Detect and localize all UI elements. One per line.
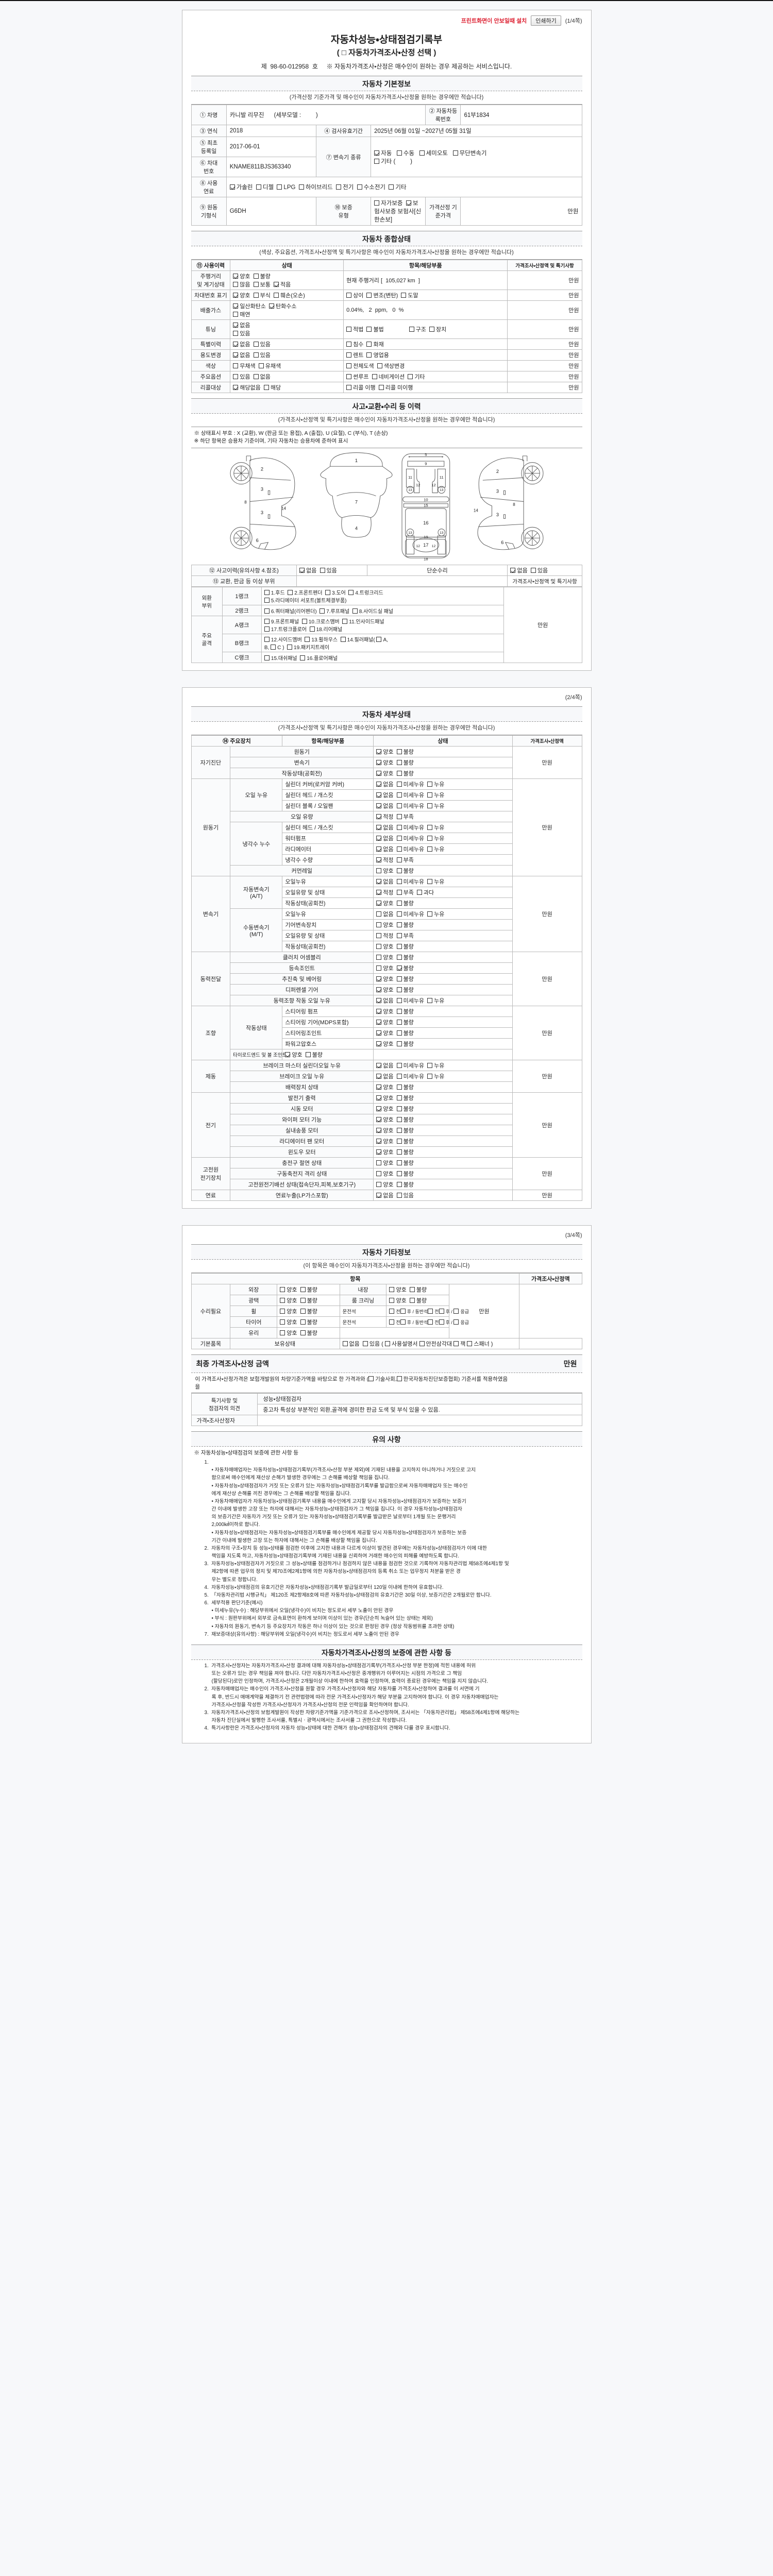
svg-text:15: 15: [424, 503, 428, 508]
svg-text:16: 16: [423, 520, 428, 526]
svg-text:18: 18: [424, 556, 428, 561]
svg-text:17: 17: [423, 543, 428, 548]
svg-text:12: 12: [431, 545, 435, 548]
svg-text:4: 4: [355, 526, 357, 531]
svg-text:3: 3: [496, 512, 498, 517]
svg-text:10: 10: [424, 498, 428, 502]
svg-text:13: 13: [439, 531, 443, 535]
svg-text:12: 12: [431, 483, 435, 487]
svg-text:14: 14: [473, 509, 478, 513]
svg-text:1: 1: [355, 458, 357, 463]
svg-text:8: 8: [244, 500, 247, 505]
svg-text:5: 5: [425, 452, 427, 457]
svg-text:11: 11: [408, 475, 412, 480]
svg-text:9: 9: [425, 462, 427, 466]
svg-text:11: 11: [439, 475, 443, 480]
svg-text:13: 13: [408, 488, 412, 492]
svg-text:3: 3: [260, 510, 263, 515]
svg-text:14: 14: [281, 506, 286, 511]
svg-text:13: 13: [439, 488, 443, 492]
svg-text:7: 7: [355, 500, 357, 505]
svg-text:12: 12: [416, 545, 420, 548]
svg-text:19: 19: [424, 535, 428, 539]
svg-text:2: 2: [496, 469, 498, 474]
svg-text:13: 13: [408, 531, 412, 535]
svg-text:8: 8: [513, 502, 515, 507]
svg-text:3: 3: [496, 489, 498, 494]
svg-text:6: 6: [256, 538, 258, 543]
svg-text:6: 6: [501, 540, 503, 545]
svg-text:2: 2: [260, 467, 263, 472]
svg-text:3: 3: [260, 486, 263, 492]
svg-text:12: 12: [415, 483, 419, 487]
